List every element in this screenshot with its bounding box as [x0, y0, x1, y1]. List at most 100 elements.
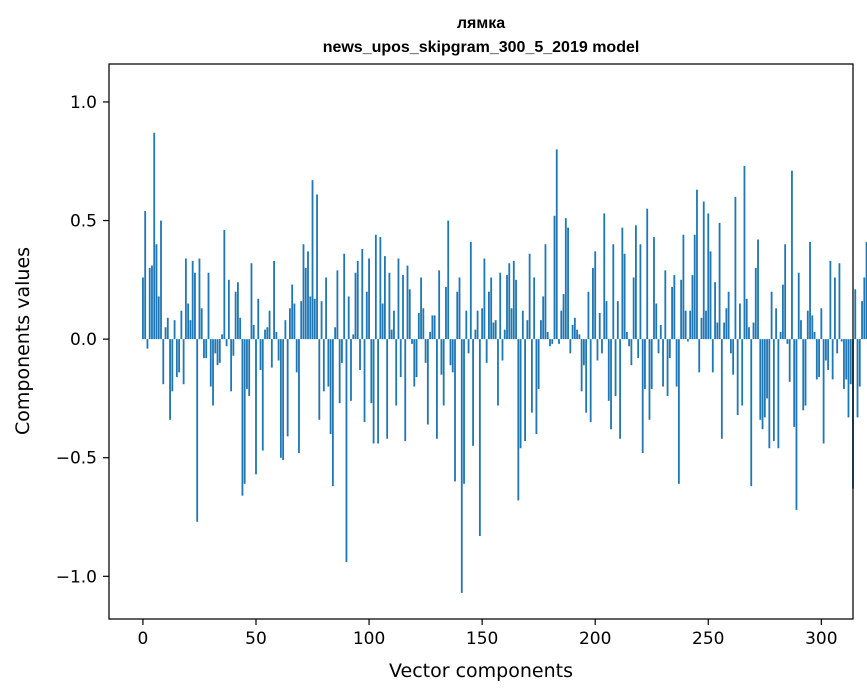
bar: [576, 329, 579, 340]
bar: [431, 315, 434, 340]
bar: [809, 241, 811, 340]
y-tick-label: 0.0: [70, 330, 97, 350]
bar: [772, 339, 775, 442]
bar: [687, 339, 689, 342]
bar: [478, 339, 481, 536]
bar: [601, 339, 603, 354]
bar: [653, 237, 655, 340]
bar: [194, 272, 196, 340]
bar: [682, 234, 685, 340]
bar: [142, 277, 144, 340]
bar: [426, 339, 429, 425]
bar: [225, 339, 228, 347]
bar: [603, 213, 606, 340]
bar: [811, 315, 814, 340]
bar: [485, 339, 488, 363]
bar: [173, 320, 176, 340]
bar: [795, 339, 798, 510]
bar: [277, 339, 280, 361]
bar: [322, 339, 325, 392]
bar: [270, 339, 273, 368]
bar: [521, 310, 524, 340]
bar: [639, 244, 642, 340]
bar: [488, 291, 490, 340]
bar: [164, 327, 167, 340]
bar: [388, 272, 391, 340]
bar: [331, 339, 334, 487]
bar: [187, 303, 190, 340]
bar: [415, 339, 418, 378]
bar: [345, 339, 348, 563]
x-tick-label: 0: [138, 629, 149, 649]
bar: [196, 339, 199, 522]
bar: [664, 270, 667, 340]
bar: [856, 339, 859, 418]
bar: [551, 339, 554, 344]
bar: [302, 244, 305, 340]
bar: [684, 310, 687, 340]
bar: [662, 339, 664, 387]
bar: [383, 256, 386, 340]
bar: [739, 303, 741, 340]
bar: [298, 339, 300, 453]
bar: [472, 339, 474, 446]
bar: [354, 272, 357, 340]
bar: [460, 339, 463, 593]
bar: [442, 339, 445, 406]
bar: [372, 339, 375, 444]
bar: [619, 339, 621, 439]
bar: [180, 310, 183, 340]
bar: [673, 275, 676, 340]
bar: [761, 339, 764, 430]
bar: [714, 282, 716, 340]
bar: [759, 339, 762, 420]
bar: [239, 317, 242, 340]
bar: [207, 272, 210, 340]
bar: [709, 251, 712, 340]
bar: [347, 296, 350, 340]
bar: [736, 339, 739, 416]
bar: [490, 277, 493, 340]
y-tick-label: −0.5: [56, 449, 97, 469]
bar: [252, 324, 255, 340]
bar: [171, 339, 174, 392]
bar: [743, 165, 746, 340]
bar: [241, 339, 244, 496]
bar: [370, 339, 373, 404]
bar: [594, 251, 597, 340]
bar: [530, 339, 533, 413]
bar: [564, 218, 567, 340]
bar: [614, 339, 617, 397]
bar: [623, 253, 626, 340]
bar: [829, 260, 832, 340]
bar: [587, 291, 590, 340]
bar: [336, 270, 339, 340]
bar: [598, 313, 601, 340]
bar: [781, 284, 784, 340]
bar: [788, 339, 791, 382]
bar: [544, 244, 547, 340]
bar: [309, 296, 312, 340]
bar: [666, 339, 669, 397]
bar: [786, 339, 789, 344]
bar: [589, 339, 592, 423]
bar: [144, 211, 147, 340]
bar: [700, 317, 703, 340]
bar: [374, 234, 377, 340]
bar: [221, 334, 223, 340]
bar: [501, 339, 504, 361]
bar: [861, 301, 863, 340]
bar: [284, 320, 287, 340]
bar: [582, 339, 585, 366]
bar: [191, 260, 194, 340]
bar: [279, 339, 282, 458]
bar: [341, 339, 343, 363]
bar: [820, 308, 823, 340]
bar: [467, 339, 470, 354]
x-tick-label: 300: [805, 629, 837, 649]
bar: [497, 339, 499, 406]
bar: [777, 339, 780, 449]
bar: [843, 339, 845, 389]
bar: [644, 339, 646, 389]
bar: [356, 260, 359, 340]
